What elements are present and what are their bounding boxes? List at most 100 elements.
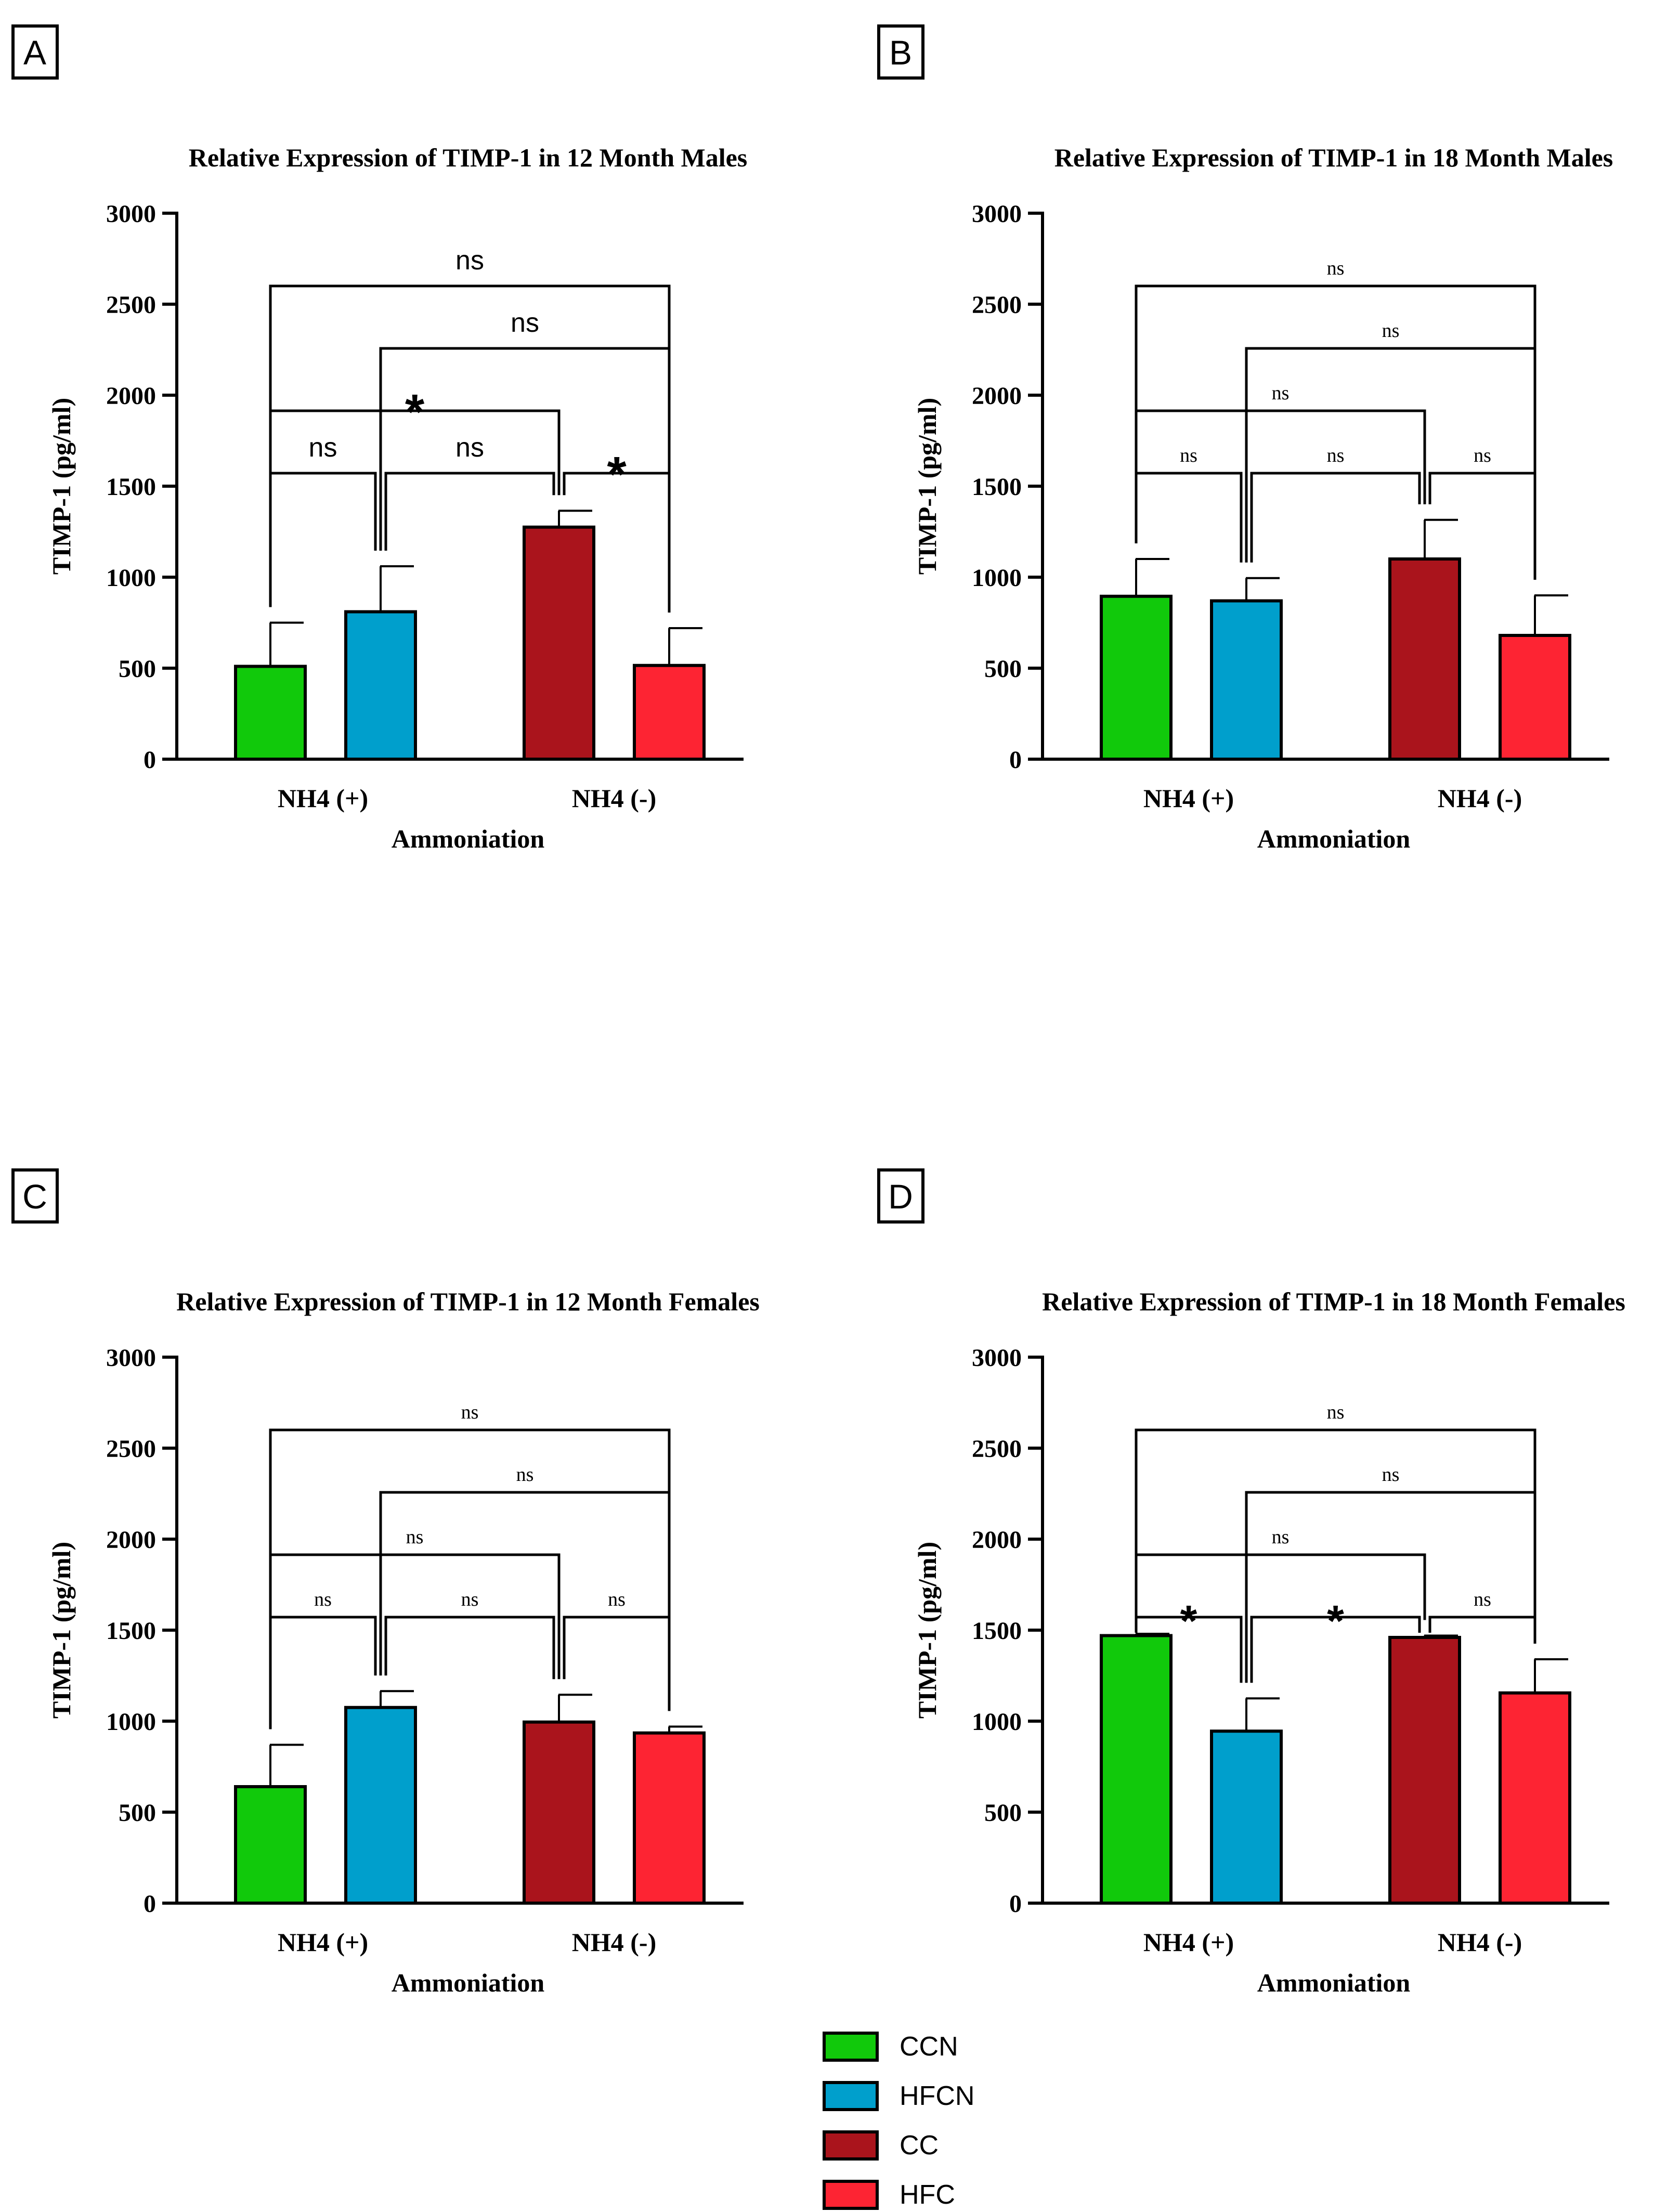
legend-swatch-hfc [823, 2180, 879, 2210]
significance-label: * [1327, 1596, 1344, 1645]
legend-swatch-hfcn [823, 2081, 879, 2111]
y-tick-label: 500 [119, 655, 156, 683]
significance-bracket [1250, 472, 1421, 563]
panel-letter: C [22, 1177, 47, 1216]
chart-title: Relative Expression of TIMP-1 in 12 Mont… [176, 1287, 760, 1316]
y-tick-label: 0 [1009, 746, 1022, 774]
legend: CCN HFCN CC HFC [823, 2032, 974, 2210]
chart-title: Relative Expression of TIMP-1 in 18 Mont… [1054, 143, 1613, 172]
y-tick-label: 1000 [972, 564, 1022, 592]
legend-swatch-ccn [823, 2032, 879, 2062]
significance-bracket [1135, 1553, 1426, 1620]
significance-bracket [1135, 409, 1426, 543]
y-axis-label: TIMP-1 (pg/ml) [913, 398, 942, 575]
significance-label: ns [511, 308, 539, 338]
y-tick-label: 2000 [106, 382, 156, 410]
chart-title: Relative Expression of TIMP-1 in 12 Mont… [189, 143, 748, 172]
significance-bracket [269, 1616, 377, 1729]
panel-letter-box [11, 1168, 59, 1224]
y-tick-label: 500 [119, 1799, 156, 1827]
y-tick-label: 500 [984, 655, 1022, 683]
x-tick-label: NH4 (+) [278, 1928, 368, 1957]
significance-bracket [1135, 284, 1536, 580]
bar-cc [523, 1720, 595, 1905]
y-tick-label: 1500 [106, 473, 156, 501]
significance-bracket [269, 1553, 561, 1729]
significance-label: ns [608, 1589, 626, 1610]
bar-cc [1388, 1636, 1461, 1905]
significance-label: ns [1382, 320, 1400, 342]
significance-label: ns [516, 1464, 534, 1486]
y-tick-label: 2500 [106, 1435, 156, 1463]
significance-label: ns [455, 245, 484, 276]
significance-label: ns [461, 1589, 479, 1610]
significance-label: * [607, 447, 627, 502]
panel-letter: B [889, 33, 912, 72]
significance-bracket [384, 1616, 555, 1680]
significance-bracket [1250, 1616, 1421, 1683]
y-tick-label: 1000 [106, 564, 156, 592]
y-axis-label: TIMP-1 (pg/ml) [47, 398, 76, 575]
chart-title: Relative Expression of TIMP-1 in 18 Mont… [1042, 1287, 1625, 1316]
significance-bracket [1135, 472, 1243, 563]
x-axis-label: Ammoniation [392, 824, 545, 853]
bar-ccn [234, 1785, 307, 1905]
significance-label: ns [1327, 445, 1345, 466]
y-tick-label: 2500 [106, 291, 156, 319]
significance-label: ns [1474, 1589, 1491, 1610]
y-axis-label: TIMP-1 (pg/ml) [47, 1542, 76, 1719]
y-tick-label: 1500 [972, 473, 1022, 501]
significance-bracket [269, 1428, 671, 1729]
legend-label-cc: CC [900, 2130, 939, 2161]
legend-label-hfc: HFC [900, 2180, 955, 2210]
x-axis-label: Ammoniation [1257, 824, 1411, 853]
y-tick-label: 3000 [972, 1344, 1022, 1372]
y-tick-label: 3000 [106, 1344, 156, 1372]
bar-hfcn [344, 610, 417, 761]
y-tick-label: 2000 [106, 1526, 156, 1554]
significance-bracket [384, 472, 555, 551]
significance-label: ns [314, 1589, 332, 1610]
bar-hfcn [1210, 1729, 1283, 1905]
bar-cc [1388, 557, 1461, 761]
y-tick-label: 3000 [106, 200, 156, 228]
bar-hfcn [344, 1706, 417, 1905]
significance-bracket [563, 472, 671, 613]
significance-bracket [563, 1616, 671, 1711]
panel-letter-box [877, 24, 924, 80]
panel-letter-box [11, 24, 59, 80]
x-tick-label: NH4 (-) [1438, 784, 1522, 813]
significance-bracket [1428, 472, 1536, 580]
y-tick-label: 0 [144, 746, 156, 774]
panel-a: A Relative Expression of TIMP-1 in 12 Mon… [11, 24, 748, 853]
significance-bracket [269, 472, 377, 607]
x-axis-label: Ammoniation [392, 1968, 545, 1997]
significance-label: ns [1382, 1464, 1400, 1486]
y-tick-label: 0 [144, 1890, 156, 1918]
significance-label: ns [406, 1526, 424, 1548]
significance-label: ns [455, 433, 484, 463]
y-tick-label: 2500 [972, 291, 1022, 319]
significance-bracket [1245, 347, 1536, 580]
x-axis-label: Ammoniation [1257, 1968, 1411, 1997]
significance-bracket [1245, 1491, 1536, 1683]
significance-label: ns [1180, 445, 1197, 466]
y-axis-label: TIMP-1 (pg/ml) [913, 1542, 942, 1719]
significance-label: ns [1272, 1526, 1290, 1548]
significance-label: ns [1474, 445, 1491, 466]
significance-label: ns [1327, 257, 1345, 279]
bar-hfcn [1210, 599, 1283, 761]
y-tick-label: 0 [1009, 1890, 1022, 1918]
x-tick-label: NH4 (-) [1438, 1928, 1522, 1957]
y-tick-label: 2500 [972, 1435, 1022, 1463]
panel-letter-box [877, 1168, 924, 1224]
x-tick-label: NH4 (+) [1143, 1928, 1234, 1957]
y-tick-label: 2000 [972, 382, 1022, 410]
y-tick-label: 3000 [972, 200, 1022, 228]
bar-hfc [1499, 1691, 1571, 1905]
y-tick-label: 500 [984, 1799, 1022, 1827]
significance-label: ns [1272, 382, 1290, 404]
bar-hfc [1499, 634, 1571, 761]
panel-letter: A [23, 33, 46, 72]
